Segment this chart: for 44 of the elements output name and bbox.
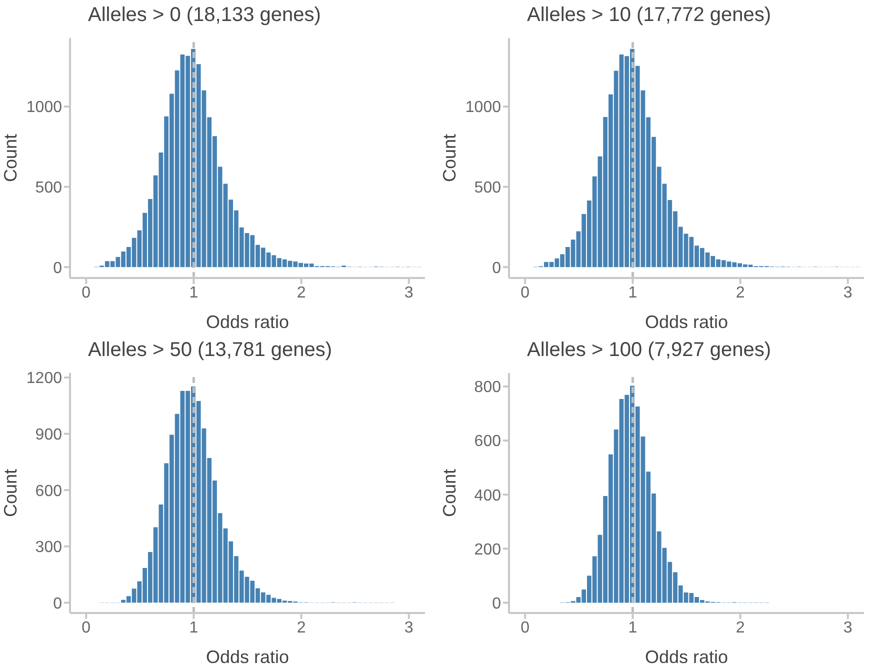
- y-tick-label: 500: [35, 179, 62, 196]
- y-tick-label: 0: [53, 594, 62, 612]
- y-axis-title: Count: [0, 134, 20, 182]
- y-axis-title: Count: [0, 468, 20, 517]
- y-tick-label: 1200: [26, 370, 62, 387]
- y-tick-label: 800: [474, 378, 502, 396]
- x-tick-label: 0: [82, 284, 91, 302]
- x-tick-label: 2: [736, 618, 745, 636]
- x-tick-label: 3: [843, 284, 852, 302]
- x-tick-label: 0: [520, 618, 530, 636]
- y-tick-label: 0: [53, 260, 62, 277]
- x-tick-label: 1: [628, 618, 638, 636]
- x-axis-title: Odds ratio: [206, 646, 290, 666]
- y-tick-label: 200: [474, 540, 502, 558]
- x-tick-label: 0: [82, 618, 91, 636]
- y-axis-title: Count: [439, 134, 460, 182]
- y-tick-label: 1000: [465, 99, 502, 116]
- x-tick-label: 0: [520, 284, 530, 302]
- chart-title: Alleles > 100 (7,927 genes): [526, 338, 772, 362]
- x-axis-title: Odds ratio: [644, 312, 728, 332]
- x-tick-label: 2: [736, 284, 745, 302]
- y-tick-label: 600: [35, 482, 62, 500]
- x-tick-label: 3: [843, 618, 852, 636]
- y-tick-label: 600: [474, 432, 502, 450]
- x-axis-title: Odds ratio: [206, 312, 290, 332]
- x-tick-label: 3: [404, 284, 414, 302]
- y-tick-label: 900: [35, 426, 62, 443]
- y-tick-label: 0: [492, 594, 502, 612]
- x-tick-label: 2: [296, 284, 306, 302]
- y-tick-label: 400: [474, 486, 502, 504]
- y-tick-label: 500: [474, 179, 502, 196]
- x-tick-label: 1: [189, 618, 198, 636]
- x-tick-label: 1: [189, 284, 198, 302]
- x-axis-title: Odds ratio: [644, 646, 728, 666]
- y-tick-label: 0: [492, 260, 502, 277]
- x-tick-label: 1: [628, 284, 638, 302]
- y-tick-label: 300: [35, 538, 62, 556]
- chart-title: Alleles > 50 (13,781 genes): [87, 338, 334, 362]
- y-tick-label: 1000: [26, 99, 62, 116]
- chart-title: Alleles > 10 (17,772 genes): [526, 3, 772, 28]
- y-axis-title: Count: [439, 468, 460, 517]
- chart-title: Alleles > 0 (18,133 genes): [87, 3, 322, 28]
- x-tick-label: 2: [296, 618, 306, 636]
- x-tick-label: 3: [404, 618, 414, 636]
